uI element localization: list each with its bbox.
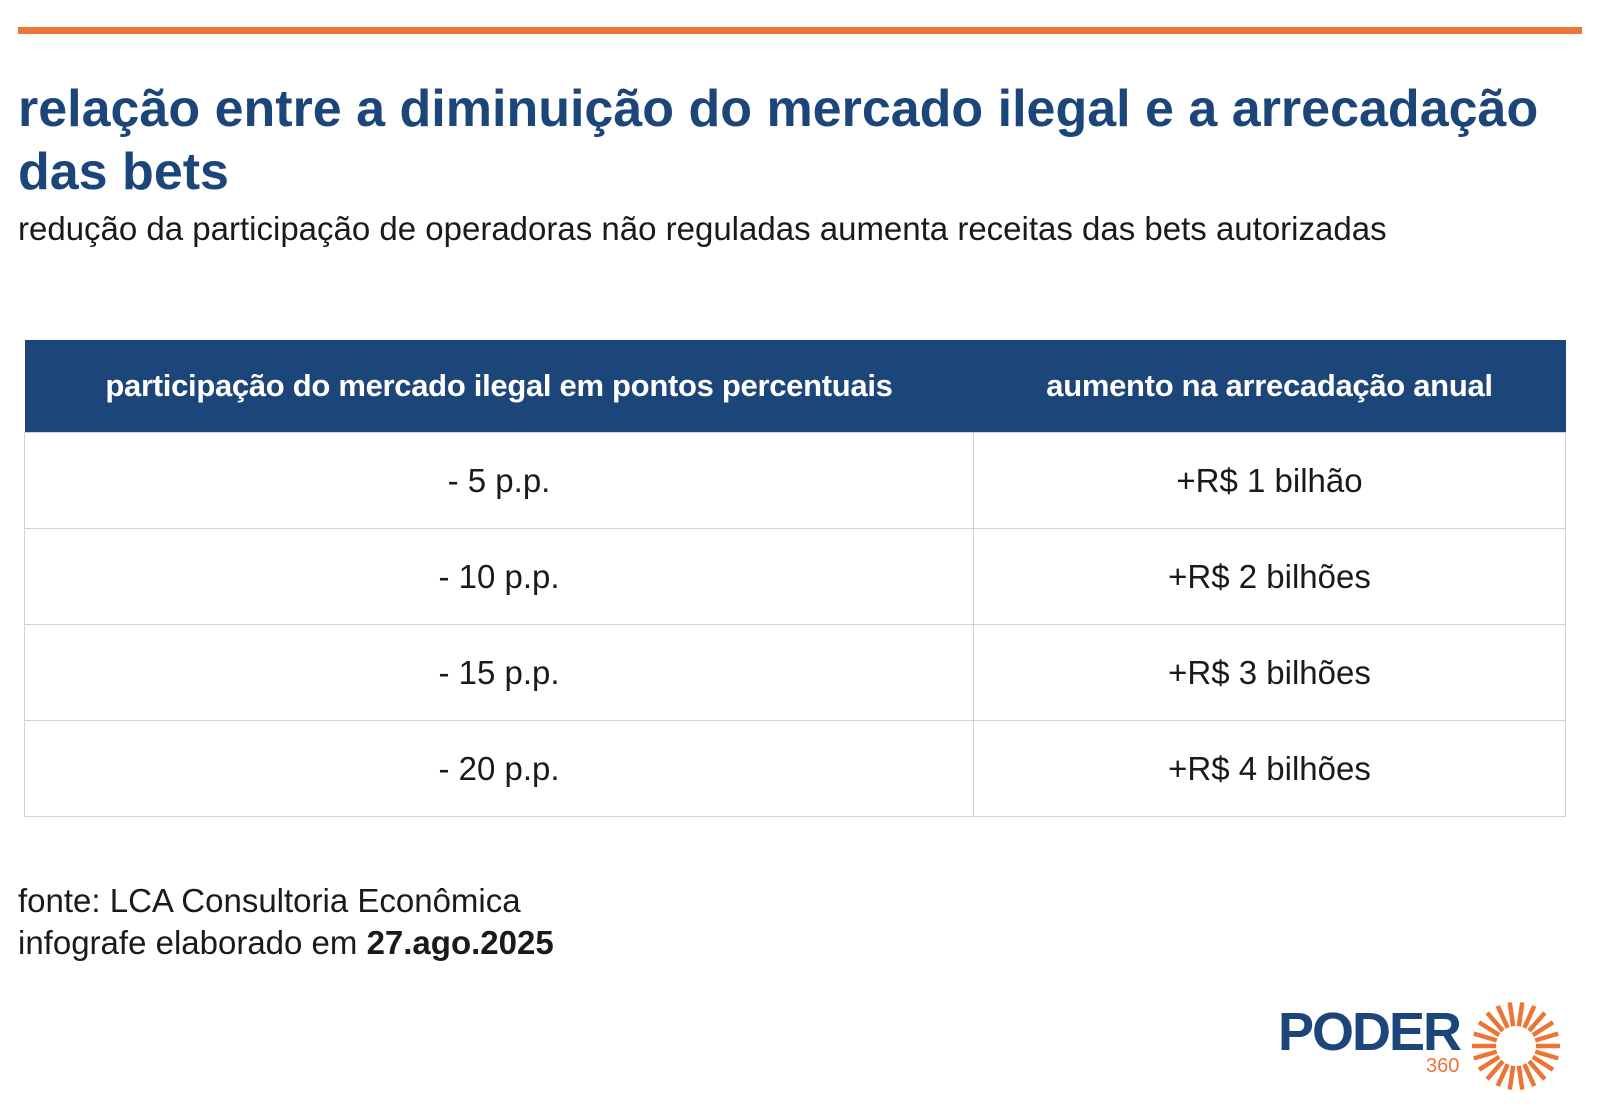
sun-ray — [1534, 1049, 1559, 1061]
sun-ray — [1473, 1031, 1498, 1043]
revenue-increase-cell: +R$ 4 bilhões — [973, 720, 1566, 817]
sun-ray — [1495, 1005, 1510, 1029]
sun-ray — [1522, 1063, 1537, 1087]
data-table: participação do mercado ilegal em pontos… — [24, 340, 1566, 817]
sun-ray — [1531, 1054, 1555, 1072]
column-header-revenue-increase: aumento na arrecadação anual — [973, 340, 1566, 433]
illegal-market-cell: - 20 p.p. — [24, 720, 974, 817]
sun-ray — [1495, 1063, 1510, 1087]
revenue-increase-cell: +R$ 2 bilhões — [973, 528, 1566, 625]
table-row: - 15 p.p. +R$ 3 bilhões — [24, 624, 1566, 721]
table-row: - 10 p.p. +R$ 2 bilhões — [24, 528, 1566, 625]
date-prefix: infografe elaborado em — [18, 924, 367, 961]
column-header-illegal-market: participação do mercado ilegal em pontos… — [24, 340, 974, 433]
sun-ray — [1516, 1002, 1525, 1027]
source-note: fonte: LCA Consultoria Econômica — [18, 882, 521, 919]
illegal-market-cell: - 10 p.p. — [24, 528, 974, 625]
revenue-increase-cell: +R$ 1 bilhão — [973, 432, 1566, 529]
sun-ray — [1485, 1011, 1505, 1033]
sun-ray — [1477, 1054, 1501, 1072]
table-row: - 5 p.p. +R$ 1 bilhão — [24, 432, 1566, 529]
revenue-increase-cell: +R$ 3 bilhões — [973, 624, 1566, 721]
sun-ray — [1534, 1031, 1559, 1043]
sun-ray — [1485, 1059, 1505, 1081]
chart-title: relação entre a diminuição do mercado il… — [18, 80, 1539, 201]
publication-date: 27.ago.2025 — [366, 924, 554, 961]
illegal-market-cell: - 5 p.p. — [24, 432, 974, 529]
table-header-row: participação do mercado ilegal em pontos… — [24, 340, 1566, 433]
accent-bar — [18, 27, 1582, 34]
sunburst-icon — [1472, 1002, 1560, 1090]
logo-wordmark: PODER — [1278, 1002, 1462, 1062]
logo-number: 360 — [1426, 1055, 1460, 1077]
sun-ray — [1531, 1020, 1555, 1038]
sun-ray — [1507, 1065, 1516, 1090]
poder360-logo: PODER 360 — [1278, 1000, 1578, 1090]
sun-ray — [1477, 1020, 1501, 1038]
footer: fonte: LCA Consultoria Econômica infogra… — [18, 880, 554, 964]
sun-ray — [1527, 1011, 1547, 1033]
sun-ray — [1522, 1005, 1537, 1029]
illegal-market-cell: - 15 p.p. — [24, 624, 974, 721]
date-note: infografe elaborado em 27.ago.2025 — [18, 922, 554, 964]
table-row: - 20 p.p. +R$ 4 bilhões — [24, 720, 1566, 817]
sun-ray — [1516, 1065, 1525, 1090]
sun-ray — [1527, 1059, 1547, 1081]
sun-ray — [1473, 1049, 1498, 1061]
chart-subtitle: redução da participação de operadoras nã… — [18, 210, 1387, 247]
sun-ray — [1507, 1002, 1516, 1027]
